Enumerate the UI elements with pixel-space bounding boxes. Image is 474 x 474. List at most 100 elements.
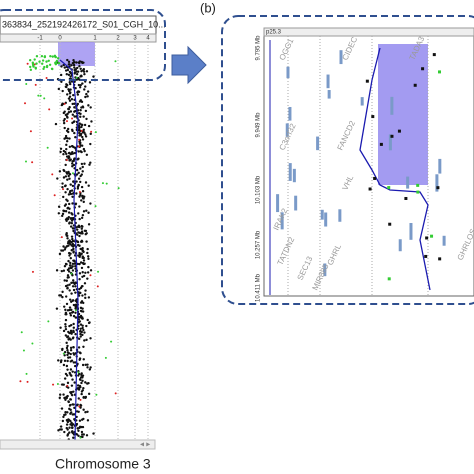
- probe: [86, 366, 89, 369]
- probe: [77, 346, 81, 349]
- probe: [74, 285, 77, 288]
- probe: [80, 129, 83, 132]
- probe: [89, 106, 92, 109]
- probe: [61, 182, 64, 185]
- probe: [51, 173, 54, 176]
- probe: [80, 173, 83, 176]
- probe: [68, 254, 71, 257]
- probe: [74, 299, 77, 303]
- probe: [67, 211, 71, 214]
- scroll-arrows[interactable]: ◂ ▸: [140, 440, 150, 449]
- probe: [78, 131, 81, 135]
- header-text: 363834_252192426172_S01_CGH_10...: [2, 19, 166, 29]
- probe: [96, 285, 99, 288]
- probe: [65, 234, 68, 237]
- probe: [73, 244, 76, 247]
- probe: [61, 102, 65, 106]
- probe: [71, 426, 74, 429]
- probe: [70, 308, 73, 312]
- probe: [71, 165, 74, 168]
- axis-tick-label: 0: [58, 36, 62, 42]
- plot-frame: [263, 27, 474, 297]
- band-strip: [263, 27, 474, 37]
- probe: [75, 180, 78, 183]
- probe: [65, 426, 68, 430]
- probe: [79, 67, 82, 71]
- gene-bar: [398, 239, 402, 252]
- probe: [65, 120, 68, 123]
- probe: [73, 66, 76, 69]
- probe: [84, 95, 87, 99]
- probe: [65, 418, 69, 422]
- probe: [65, 302, 69, 306]
- probe: [83, 149, 86, 153]
- probe: [66, 178, 69, 181]
- probe: [84, 363, 87, 367]
- probe: [64, 284, 68, 288]
- probe: [84, 109, 88, 113]
- probe: [62, 195, 65, 199]
- probe: [42, 67, 45, 71]
- probe: [71, 227, 75, 230]
- probe: [69, 403, 72, 407]
- probe: [55, 269, 59, 272]
- probe: [68, 324, 71, 328]
- arrow: [171, 45, 207, 85]
- probe: [80, 74, 83, 77]
- probe: [53, 194, 56, 197]
- probe: [86, 271, 90, 274]
- probe: [78, 255, 81, 259]
- probe: [69, 338, 72, 341]
- probe: [87, 255, 90, 258]
- probe: [117, 187, 120, 190]
- probe: [68, 145, 72, 148]
- probe: [71, 413, 74, 416]
- probe: [59, 73, 63, 77]
- probe: [66, 394, 69, 398]
- probe: [85, 240, 88, 243]
- probe: [61, 214, 64, 218]
- probe: [64, 134, 68, 138]
- probe: [67, 108, 71, 111]
- scrollbar[interactable]: [0, 439, 156, 450]
- probe: [72, 288, 76, 292]
- probe: [56, 57, 60, 60]
- probe: [89, 337, 92, 340]
- probe: [79, 351, 82, 355]
- probe: [68, 191, 72, 194]
- gene-bar: [360, 97, 364, 106]
- gene-bar: [292, 168, 296, 183]
- probe: [67, 259, 70, 263]
- probe: [34, 83, 37, 86]
- probe: [65, 152, 68, 156]
- probe: [66, 349, 69, 352]
- probe: [65, 263, 68, 266]
- probe: [71, 237, 74, 241]
- probe: [71, 172, 74, 175]
- probe: [70, 98, 74, 101]
- probe: [69, 329, 73, 332]
- probe: [65, 232, 68, 235]
- probe: [62, 209, 65, 212]
- probe: [68, 331, 71, 335]
- probe: [70, 384, 74, 387]
- probe: [45, 76, 48, 79]
- probe: [432, 53, 436, 57]
- probe: [62, 111, 66, 115]
- probe: [77, 410, 80, 413]
- probe: [68, 431, 71, 434]
- probe: [74, 311, 77, 314]
- probe: [74, 136, 77, 139]
- gene-bar: [338, 209, 342, 222]
- probe: [86, 277, 89, 280]
- probe: [69, 264, 72, 267]
- probe: [81, 389, 84, 392]
- probe: [78, 138, 81, 141]
- probe: [66, 433, 70, 436]
- probe: [66, 335, 70, 338]
- probe: [38, 60, 41, 63]
- probe: [63, 377, 67, 380]
- probe: [64, 163, 67, 167]
- probe: [73, 157, 76, 160]
- probe: [73, 260, 76, 263]
